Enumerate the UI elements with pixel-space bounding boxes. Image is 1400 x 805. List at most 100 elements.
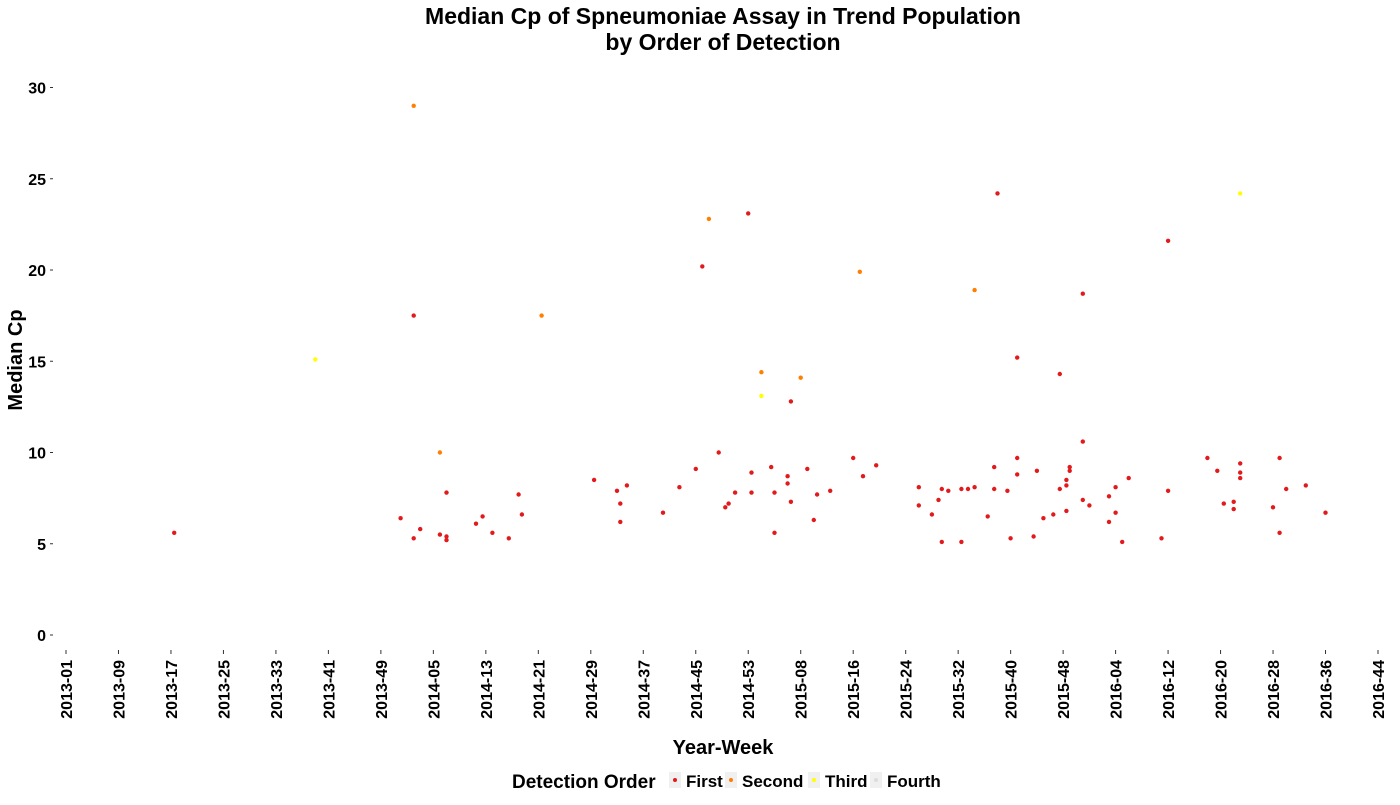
legend-key-third	[812, 778, 816, 782]
point-first	[1159, 536, 1164, 541]
point-first	[480, 514, 485, 519]
point-first	[1031, 534, 1036, 539]
point-first	[1080, 291, 1086, 296]
point-first	[814, 492, 820, 497]
point-first	[1323, 510, 1328, 515]
point-first	[444, 490, 449, 495]
y-tick-label: 20	[28, 263, 46, 280]
point-first	[785, 481, 790, 486]
point-first	[411, 536, 416, 541]
chart-title-line: by Order of Detection	[605, 29, 840, 55]
y-tick-label: 5	[37, 537, 46, 554]
y-tick-label: 30	[28, 81, 46, 98]
point-first	[929, 512, 935, 517]
point-first	[959, 539, 964, 545]
x-tick-label: 2016-04	[1109, 660, 1126, 719]
point-first	[828, 488, 833, 493]
point-first	[437, 532, 443, 537]
x-tick-label: 2013-25	[216, 660, 233, 719]
x-tick-label: 2014-45	[689, 660, 706, 719]
x-tick-label: 2014-53	[741, 660, 758, 719]
point-first	[444, 534, 449, 539]
point-second	[539, 313, 544, 318]
point-first	[1303, 483, 1309, 488]
point-first	[624, 483, 630, 488]
point-first	[693, 466, 698, 472]
point-first	[1284, 486, 1289, 492]
y-axis: 0 5 10 15 20 25 30	[28, 81, 53, 645]
point-first	[1057, 486, 1063, 492]
point-first	[398, 516, 403, 521]
point-first	[618, 519, 623, 525]
point-first	[1087, 503, 1092, 508]
x-tick-label: 2013-17	[164, 660, 181, 719]
data-points	[172, 103, 1328, 545]
point-second	[798, 375, 803, 380]
x-tick-label: 2016-36	[1319, 660, 1336, 719]
y-tick-label: 15	[28, 354, 46, 371]
x-tick-label: 2016-28	[1266, 660, 1283, 719]
point-first	[860, 474, 866, 479]
x-tick-label: 2016-12	[1161, 660, 1178, 719]
point-first	[1238, 470, 1243, 475]
point-first	[785, 474, 790, 479]
point-first	[591, 477, 597, 483]
x-tick-label: 2015-16	[846, 660, 863, 719]
point-first	[1238, 461, 1243, 466]
point-first	[1277, 455, 1282, 461]
y-tick-label: 25	[28, 172, 46, 189]
legend-label-third: Third	[825, 772, 868, 791]
point-first	[723, 505, 728, 510]
point-first	[1015, 455, 1020, 461]
chart-title-line: Median Cp of Spneumoniae Assay in Trend …	[425, 3, 1021, 29]
point-first	[411, 313, 416, 318]
point-first	[1106, 494, 1112, 499]
point-second	[411, 103, 416, 109]
x-tick-label: 2015-08	[794, 660, 811, 719]
point-first	[614, 488, 620, 493]
point-first	[995, 191, 1000, 196]
point-first	[749, 490, 754, 495]
point-first	[1270, 505, 1276, 510]
point-third	[759, 393, 764, 399]
point-first	[772, 530, 777, 535]
point-first	[1015, 355, 1020, 360]
point-first	[1064, 477, 1069, 483]
point-first	[788, 499, 794, 504]
point-first	[418, 526, 423, 532]
y-tick-label: 10	[28, 446, 46, 463]
point-first	[772, 490, 777, 495]
point-first	[992, 486, 997, 492]
point-first	[1080, 439, 1086, 444]
point-second	[759, 370, 764, 375]
x-tick-label: 2014-05	[426, 660, 443, 719]
point-first	[1106, 519, 1112, 525]
point-third	[313, 357, 318, 362]
point-second	[706, 216, 712, 222]
point-first	[490, 530, 495, 535]
point-first	[519, 512, 525, 517]
x-tick-label: 2015-40	[1004, 660, 1021, 719]
point-first	[716, 450, 721, 455]
point-first	[916, 485, 921, 490]
legend-label-first: First	[686, 772, 723, 791]
x-tick-label: 2014-21	[531, 660, 548, 719]
point-first	[1165, 488, 1171, 493]
x-tick-label: 2014-37	[636, 660, 653, 719]
point-first	[1120, 539, 1125, 545]
point-first	[732, 490, 738, 495]
point-first	[1221, 501, 1227, 506]
point-first	[1215, 468, 1220, 473]
x-tick-label: 2015-32	[951, 660, 968, 719]
y-axis-title: Median Cp	[5, 309, 27, 410]
point-first	[700, 264, 705, 269]
point-first	[660, 510, 666, 515]
point-first	[1015, 472, 1020, 477]
point-first	[1005, 488, 1010, 493]
point-first	[939, 539, 944, 545]
legend-key-first	[673, 778, 677, 782]
point-first	[1064, 508, 1069, 514]
point-first	[946, 488, 951, 493]
point-first	[1205, 455, 1210, 461]
